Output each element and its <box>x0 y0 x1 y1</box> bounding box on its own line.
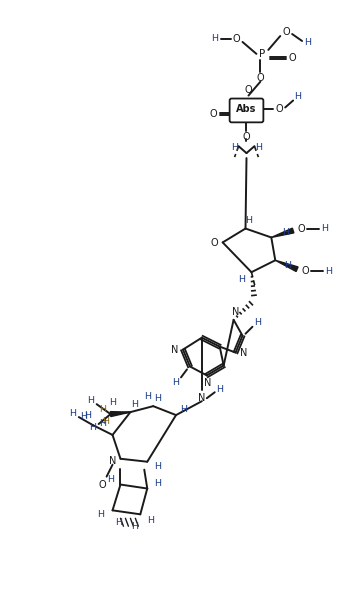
Text: N: N <box>240 347 247 358</box>
Text: H: H <box>99 404 106 414</box>
Polygon shape <box>110 412 130 416</box>
FancyBboxPatch shape <box>230 98 264 122</box>
Text: N: N <box>232 307 239 317</box>
Text: O: O <box>210 109 218 119</box>
Text: H: H <box>254 318 261 327</box>
Text: O: O <box>275 104 283 114</box>
Text: O: O <box>257 73 264 82</box>
Text: H: H <box>89 423 96 432</box>
Text: H: H <box>99 419 106 428</box>
Text: H: H <box>282 228 289 237</box>
Polygon shape <box>275 260 298 272</box>
Text: H: H <box>109 398 116 407</box>
Text: H: H <box>87 396 94 404</box>
Text: H: H <box>154 394 161 403</box>
Text: Abs: Abs <box>236 104 257 114</box>
Text: H: H <box>245 216 252 225</box>
Text: H: H <box>295 92 302 101</box>
Text: N: N <box>204 378 211 388</box>
Text: H: H <box>325 267 332 276</box>
Text: O: O <box>245 85 252 95</box>
Text: N: N <box>109 456 116 466</box>
Text: N: N <box>171 345 179 355</box>
Text: H: H <box>304 39 312 47</box>
Text: H: H <box>173 378 180 387</box>
Text: H: H <box>255 143 262 152</box>
Text: H: H <box>97 510 104 519</box>
Text: O: O <box>233 34 240 44</box>
Text: H: H <box>238 275 245 283</box>
Text: O: O <box>297 224 305 234</box>
Text: H: H <box>144 392 151 401</box>
Text: O: O <box>288 53 296 63</box>
Text: H: H <box>154 479 161 488</box>
Text: H: H <box>102 416 109 426</box>
Text: H: H <box>216 385 223 394</box>
Text: H: H <box>80 412 87 420</box>
Text: H: H <box>107 475 114 484</box>
Text: H: H <box>131 522 138 531</box>
Text: H: H <box>131 400 138 409</box>
Text: H: H <box>70 409 76 417</box>
Text: O: O <box>243 132 250 142</box>
Text: H: H <box>84 410 91 420</box>
Text: H: H <box>284 261 291 270</box>
Text: H: H <box>147 516 154 525</box>
Text: H: H <box>181 404 188 414</box>
Text: H: H <box>154 462 161 471</box>
Text: H: H <box>211 34 218 43</box>
Text: H: H <box>321 224 328 233</box>
Text: H: H <box>115 518 122 527</box>
Text: N: N <box>198 393 206 403</box>
Polygon shape <box>271 228 294 237</box>
Text: O: O <box>301 266 309 276</box>
Text: O: O <box>282 27 290 37</box>
Text: O: O <box>211 238 219 248</box>
Text: H: H <box>231 143 238 152</box>
Text: O: O <box>99 480 106 490</box>
Text: P: P <box>259 49 265 59</box>
